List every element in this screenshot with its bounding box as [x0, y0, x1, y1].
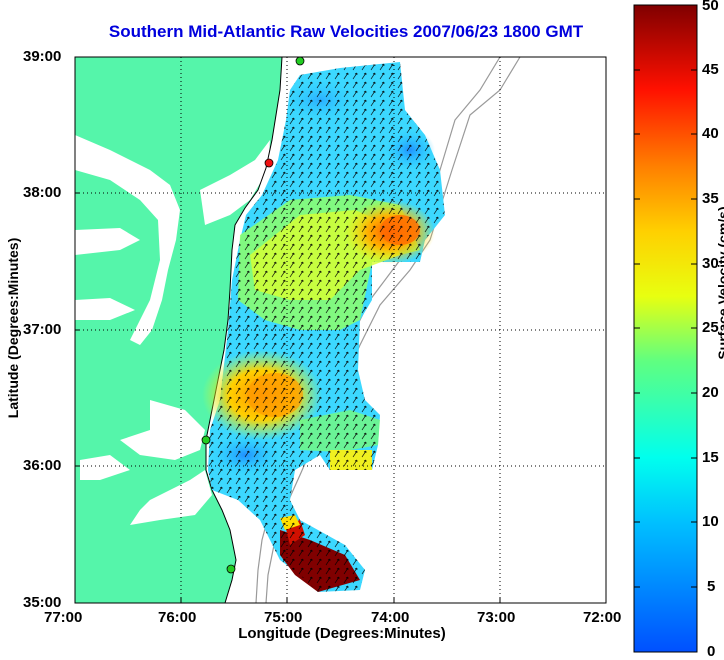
colorbar-tick-label: 10 [702, 513, 719, 530]
colorbar-tick-label: 20 [702, 384, 719, 401]
y-tick-label: 36:00 [23, 457, 62, 474]
y-tick-label: 35:00 [23, 594, 62, 611]
station-marker [226, 564, 236, 574]
station-marker [201, 435, 211, 445]
x-tick-label: 76:00 [158, 609, 197, 626]
x-tick-label: 75:00 [264, 609, 303, 626]
colorbar-tick-label: 35 [702, 190, 719, 207]
x-tick-label: 72:00 [583, 609, 622, 626]
grid [75, 57, 606, 603]
colorbar-tick-label: 15 [702, 449, 719, 466]
colorbar-tick-label: 40 [702, 125, 719, 142]
y-tick-label: 39:00 [23, 48, 62, 65]
station-marker-active [264, 158, 274, 168]
y-tick-label: 38:00 [23, 184, 62, 201]
colorbar-tick-label: 30 [702, 255, 719, 272]
x-tick-label: 73:00 [477, 609, 516, 626]
colorbar-tick-label: 5 [707, 578, 716, 595]
colorbar-tick-label: 0 [707, 643, 716, 660]
colorbar [633, 4, 698, 653]
x-axis-label: Longitude (Degrees:Minutes) [238, 625, 446, 642]
colorbar-tick-label: 25 [702, 319, 719, 336]
y-axis-label: Latitude (Degrees:Minutes) [5, 237, 21, 419]
x-tick-label: 74:00 [371, 609, 410, 626]
map-title: Southern Mid-Atlantic Raw Velocities 200… [108, 22, 584, 41]
station-marker [295, 56, 305, 66]
colorbar-tick-label: 50 [702, 0, 719, 14]
x-tick-label: 77:00 [44, 609, 83, 626]
y-tick-label: 37:00 [23, 321, 62, 338]
colorbar-tick-label: 45 [702, 61, 719, 78]
